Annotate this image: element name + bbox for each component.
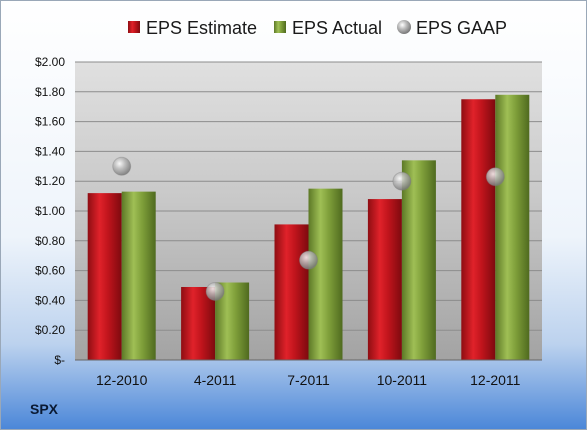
x-axis-ticks: 12-2010 4-2011 7-2011 10-2011 12-2011 bbox=[75, 359, 542, 388]
legend-swatch-eps-actual bbox=[274, 21, 286, 33]
y-tick-label: $- bbox=[54, 353, 65, 367]
x-tick-label: 4-2011 bbox=[194, 372, 237, 388]
bar-eps-actual-10-2011 bbox=[401, 160, 436, 360]
y-tick-label: $0.60 bbox=[35, 264, 65, 278]
y-tick-label: $1.80 bbox=[35, 85, 65, 99]
gaap-markers bbox=[112, 156, 505, 301]
bar-eps-actual-7-2011 bbox=[308, 188, 343, 360]
legend-label-eps-estimate: EPS Estimate bbox=[146, 18, 257, 38]
marker-eps-gaap-12-2010 bbox=[112, 156, 132, 176]
ticker-label: SPX bbox=[30, 401, 59, 417]
y-tick-label: $0.40 bbox=[35, 293, 65, 307]
bar-eps-estimate-10-2011 bbox=[367, 199, 402, 360]
marker-eps-gaap-12-2011 bbox=[485, 167, 505, 187]
x-tick-label: 10-2011 bbox=[377, 372, 428, 388]
x-tick-label: 7-2011 bbox=[287, 372, 330, 388]
y-tick-label: $1.20 bbox=[35, 174, 65, 188]
marker-eps-gaap-10-2011 bbox=[392, 171, 412, 191]
bar-eps-estimate-12-2011 bbox=[461, 99, 496, 360]
legend: EPS Estimate EPS Actual EPS GAAP bbox=[128, 18, 507, 38]
y-tick-label: $1.00 bbox=[35, 204, 65, 218]
legend-swatch-eps-estimate bbox=[128, 21, 140, 33]
legend-marker-eps-gaap bbox=[397, 20, 411, 34]
y-tick-label: $1.60 bbox=[35, 115, 65, 129]
y-tick-label: $0.20 bbox=[35, 323, 65, 337]
y-tick-label: $1.40 bbox=[35, 144, 65, 158]
legend-item-eps-gaap: EPS GAAP bbox=[397, 18, 507, 38]
y-axis-ticks: $2.00 $1.80 $1.60 $1.40 $1.20 $1.00 $0.80 $0.60… bbox=[35, 55, 65, 367]
bar-eps-estimate-4-2011 bbox=[181, 286, 216, 360]
x-tick-label: 12-2011 bbox=[470, 372, 521, 388]
bar-eps-estimate-7-2011 bbox=[274, 224, 309, 360]
marker-eps-gaap-7-2011 bbox=[299, 250, 318, 270]
x-tick-label: 12-2010 bbox=[96, 372, 148, 388]
bars bbox=[87, 94, 530, 360]
legend-label-eps-gaap: EPS GAAP bbox=[416, 18, 507, 38]
legend-label-eps-actual: EPS Actual bbox=[292, 18, 382, 38]
y-tick-label: $2.00 bbox=[35, 55, 65, 69]
legend-item-eps-estimate: EPS Estimate bbox=[128, 18, 257, 38]
y-tick-label: $0.80 bbox=[35, 234, 65, 248]
marker-eps-gaap-4-2011 bbox=[205, 281, 225, 301]
bar-eps-estimate-12-2010 bbox=[87, 193, 122, 360]
legend-item-eps-actual: EPS Actual bbox=[274, 18, 382, 38]
bar-eps-actual-12-2011 bbox=[495, 94, 530, 360]
bar-eps-actual-12-2010 bbox=[121, 191, 156, 360]
